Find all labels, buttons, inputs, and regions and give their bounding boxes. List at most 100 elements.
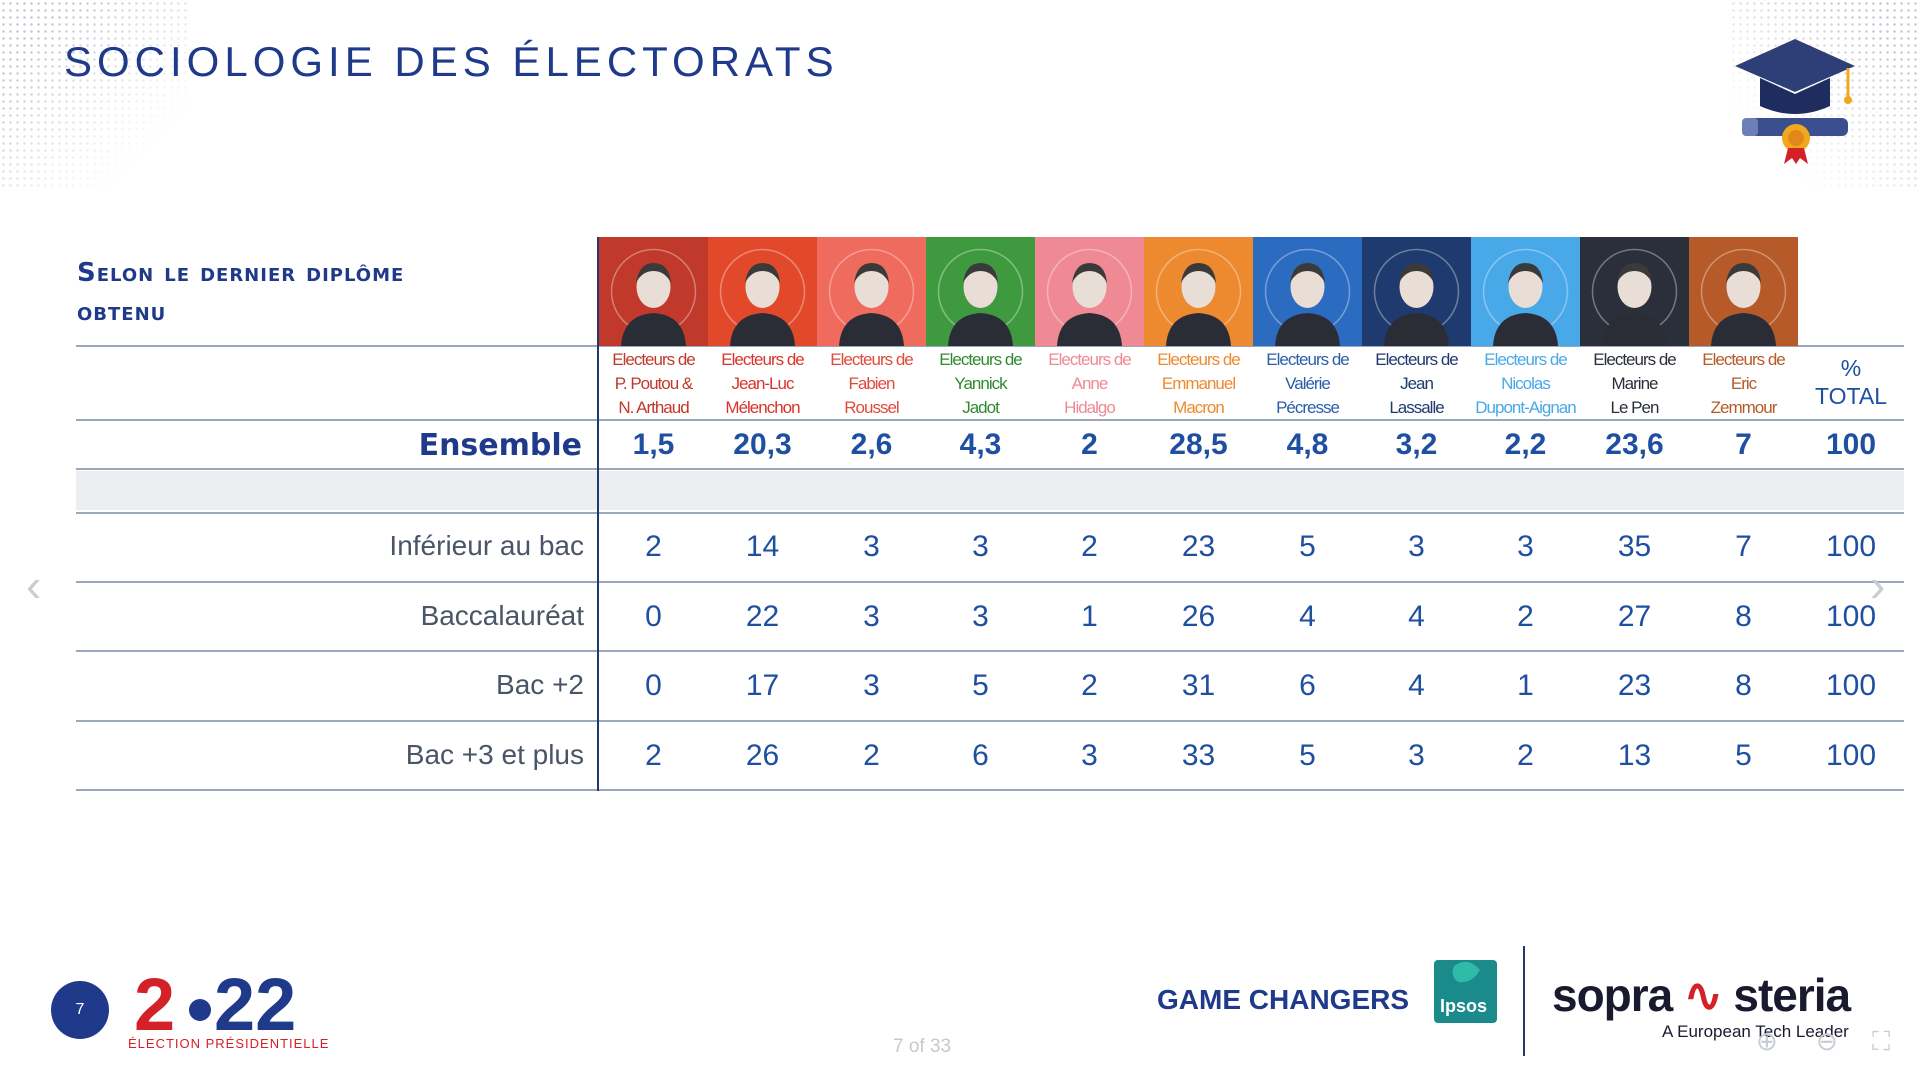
candidate-photo-8 xyxy=(1471,237,1580,346)
section-title: Selon le dernier diplôme obtenu xyxy=(77,254,547,332)
table-cell: 5 xyxy=(1735,739,1752,772)
candidate-photo-7 xyxy=(1362,237,1471,346)
table-cell: 26 xyxy=(1181,600,1216,633)
table-cell: 5 xyxy=(1299,739,1316,772)
ensemble-cell: 28,5 xyxy=(1169,428,1228,461)
table-cell: 2 xyxy=(1517,739,1534,772)
candidate-label-6: Electeurs de Valérie Pécresse xyxy=(1266,350,1350,417)
divider-row-3 xyxy=(76,720,1904,722)
table-cell-total: 100 xyxy=(1825,669,1877,702)
game-changers-label: GAME CHANGERS xyxy=(1157,984,1410,1015)
table-cell: 6 xyxy=(1299,669,1316,702)
section-title-line1: Selon le dernier diplôme xyxy=(77,258,405,288)
table-cell-total: 100 xyxy=(1825,739,1877,772)
table-cell: 4 xyxy=(1408,669,1425,702)
chevron-right-icon[interactable]: › xyxy=(1870,559,1886,611)
table-cell: 7 xyxy=(1735,530,1752,563)
election-2022-logo: 2 22 xyxy=(134,963,304,1046)
table-cell: 2 xyxy=(863,739,880,772)
logo-digit-a: 2 xyxy=(134,968,175,1038)
candidate-photo-9 xyxy=(1580,237,1689,346)
table-cell: 22 xyxy=(745,600,780,633)
portrait-silhouette-icon xyxy=(1700,248,1787,346)
table-cell: 23 xyxy=(1181,530,1216,563)
candidate-label-1: Electeurs de Jean-Luc Mélenchon xyxy=(721,350,805,417)
ensemble-cell: 23,6 xyxy=(1605,428,1664,461)
table-cell: 0 xyxy=(645,669,662,702)
divider-row-4 xyxy=(76,789,1904,791)
table-cell: 8 xyxy=(1735,669,1752,702)
table-cell: 5 xyxy=(1299,530,1316,563)
ensemble-total: 100 xyxy=(1825,428,1877,461)
candidate-photo-10 xyxy=(1689,237,1798,346)
ipsos-text: Ipsos xyxy=(1440,996,1488,1016)
ensemble-cell: 4,3 xyxy=(959,428,1002,461)
table-cell: 31 xyxy=(1181,669,1216,702)
graduation-cap-icon xyxy=(1730,34,1860,169)
candidate-label-0: Electeurs de P. Poutou & N. Arthaud xyxy=(612,350,696,417)
footer-separator xyxy=(1523,946,1525,1056)
ensemble-cell: 3,2 xyxy=(1395,428,1438,461)
table-cell: 3 xyxy=(1408,739,1425,772)
table-cell: 2 xyxy=(645,739,662,772)
zoom-in-icon[interactable]: ⊕ xyxy=(1756,1026,1778,1056)
divider-row-2 xyxy=(76,650,1904,652)
divider-ensemble-top xyxy=(76,419,1904,421)
row-label: Inférieur au bac xyxy=(389,530,584,561)
page-title: SOCIOLOGIE DES ÉLECTORATS xyxy=(64,38,839,85)
portrait-silhouette-icon xyxy=(1264,248,1351,346)
table-cell: 3 xyxy=(863,530,880,563)
fullscreen-icon[interactable]: ⛶ xyxy=(1872,1026,1891,1056)
table-cell-total: 100 xyxy=(1825,530,1877,563)
ensemble-cell: 20,3 xyxy=(733,428,792,461)
portrait-silhouette-icon xyxy=(719,248,806,346)
table-cell: 1 xyxy=(1517,669,1534,702)
table-cell: 3 xyxy=(863,600,880,633)
table-cell: 17 xyxy=(745,669,780,702)
candidate-photo-4 xyxy=(1035,237,1144,346)
section-title-line2: obtenu xyxy=(77,297,167,327)
table-cell: 6 xyxy=(972,739,989,772)
candidate-label-4: Electeurs de Anne Hidalgo xyxy=(1048,350,1132,417)
zoom-out-icon[interactable]: ⊖ xyxy=(1816,1026,1838,1056)
candidate-label-8: Electeurs de Nicolas Dupont-Aignan xyxy=(1475,350,1576,417)
ensemble-cell: 7 xyxy=(1735,428,1752,461)
sopra-steria-logo: sopra ∿ steria xyxy=(1552,969,1851,1021)
table-cell: 3 xyxy=(1408,530,1425,563)
candidate-label-10: Electeurs de Eric Zemmour xyxy=(1702,350,1786,417)
ipsos-logo: Ipsos xyxy=(1434,960,1497,1023)
divider-ensemble-bottom xyxy=(76,468,1904,470)
portrait-silhouette-icon xyxy=(937,248,1024,346)
ensemble-cell: 2 xyxy=(1081,428,1098,461)
table-cell: 3 xyxy=(1081,739,1098,772)
row-label: Bac +2 xyxy=(496,669,584,700)
spacer-band xyxy=(76,471,1904,510)
portrait-silhouette-icon xyxy=(1482,248,1569,346)
candidate-photo-0 xyxy=(599,237,708,346)
table-cell: 14 xyxy=(745,530,780,563)
table-cell: 2 xyxy=(1517,600,1534,633)
ensemble-label: Ensemble xyxy=(418,428,582,463)
ensemble-cell: 2,6 xyxy=(850,428,893,461)
chevron-left-icon[interactable]: ‹ xyxy=(26,559,42,611)
pager-text: 7 of 33 xyxy=(893,1036,952,1057)
table-cell: 5 xyxy=(972,669,989,702)
candidate-label-9: Electeurs de Marine Le Pen xyxy=(1593,350,1677,417)
table-cell: 2 xyxy=(1081,530,1098,563)
table-cell: 23 xyxy=(1617,669,1652,702)
table-cell: 13 xyxy=(1617,739,1652,772)
divider-row-1 xyxy=(76,581,1904,583)
table-cell: 4 xyxy=(1408,600,1425,633)
candidate-label-3: Electeurs de Yannick Jadot xyxy=(939,350,1023,417)
divider-row-0 xyxy=(76,512,1904,514)
candidate-label-2: Electeurs de Fabien Roussel xyxy=(830,350,914,417)
divider-header xyxy=(76,345,1904,347)
candidate-photo-1 xyxy=(708,237,817,346)
ensemble-cell: 1,5 xyxy=(632,428,675,461)
table-cell: 1 xyxy=(1081,600,1098,633)
candidate-label-7: Electeurs de Jean Lassalle xyxy=(1375,350,1459,417)
sopra-steria-tagline: A European Tech Leader xyxy=(1662,1022,1849,1041)
table-cell: 27 xyxy=(1617,600,1652,633)
decor-dots-left xyxy=(0,0,190,190)
table-cell: 3 xyxy=(972,600,989,633)
